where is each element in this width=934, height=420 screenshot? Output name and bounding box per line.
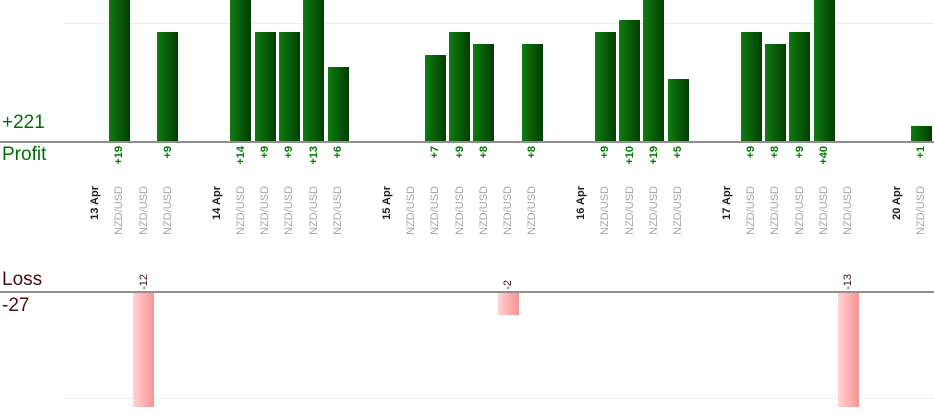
profit-value-label: +6 [332,146,344,159]
symbol-label: NZD/USD [307,186,320,235]
profit-bar [157,31,179,141]
symbol-label: NZD/USD [137,186,150,235]
symbol-label: NZD/USD [259,186,272,235]
symbol-label: NZD/USD [502,186,515,235]
profit-bar [789,31,811,141]
profit-value-label: +9 [283,146,296,159]
loss-value-label: -13 [842,274,855,290]
profit-value-label: +19 [113,146,126,165]
symbol-label: NZD/USD [672,186,685,235]
profit-value-label: +19 [647,146,660,165]
profit-value-label: +5 [672,146,685,159]
profit-value-label: +9 [793,146,806,159]
profit-axis-line [0,141,934,143]
symbol-label: NZD/USD [769,186,782,235]
profit-value-label: +7 [429,146,442,159]
symbol-label: NZD/USD [332,186,344,235]
profit-bar [327,67,349,141]
profit-total: +221 [2,112,45,133]
symbol-label: NZD/USD [404,186,417,235]
profit-bar [424,55,446,141]
loss-value-label: -2 [502,280,515,290]
symbol-label: NZD/USD [283,186,296,235]
profit-value-label: +9 [599,146,612,159]
profit-value-label: +1 [915,146,928,159]
symbol-label: NZD/USD [234,186,247,235]
profit-bar [303,0,325,141]
symbol-label: NZD/USD [647,186,660,235]
profit-bar [594,31,616,141]
loss-axis-line [0,291,934,293]
profit-bar [910,126,932,141]
profit-value-label: +10 [623,146,636,165]
profit-bar [254,31,276,141]
profit-value-label: +9 [259,146,272,159]
profit-value-label: +40 [818,146,830,165]
profit-bar [619,20,641,141]
symbol-label: NZD/USD [453,186,466,235]
profit-bar [740,31,762,141]
profit-value-label: +14 [234,146,247,165]
symbol-label: NZD/USD [818,186,830,235]
profit-axis-label: Profit [2,144,47,165]
profit-value-label: +13 [307,146,320,165]
profit-bar [667,79,689,141]
profit-bar [278,31,300,141]
symbol-label: NZD/USD [599,186,612,235]
symbol-label: NZD/USD [745,186,758,235]
profit-value-label: +8 [526,146,539,159]
profit-bar [643,0,665,141]
profit-bar [230,0,252,141]
loss-bar [497,293,519,315]
loss-axis-label: Loss [2,269,43,290]
loss-total: -27 [2,295,30,316]
date-label: 16 Apr [575,186,587,220]
symbol-label: NZD/USD [113,186,126,235]
symbol-label: NZD/USD [915,186,928,235]
loss-gridline [63,398,934,399]
symbol-label: NZD/USD [429,186,442,235]
loss-bar [837,293,859,407]
profit-value-label: +9 [453,146,466,159]
date-label: 20 Apr [890,186,903,220]
date-label: 14 Apr [210,186,223,220]
symbol-label: NZD/USD [161,186,174,235]
symbol-label: NZD/USD [526,186,539,235]
symbol-label: NZD/USD [477,186,490,235]
profit-bar [108,0,130,141]
date-label: 13 Apr [89,186,101,220]
profit-value-label: +8 [477,146,490,159]
profit-bar [473,43,495,141]
symbol-label: NZD/USD [623,186,636,235]
date-label: 17 Apr [720,186,733,220]
loss-value-label: -12 [137,274,150,290]
symbol-label: NZD/USD [793,186,806,235]
date-label: 15 Apr [380,186,393,220]
profit-value-label: +9 [161,146,174,159]
profit-bar [521,43,543,141]
profit-bar [449,31,470,141]
profit-bar [813,0,835,141]
loss-bar [133,293,155,407]
profit-value-label: +8 [769,146,782,159]
profit-value-label: +9 [745,146,758,159]
symbol-label: NZD/USD [842,186,855,235]
profit-bar [764,43,786,141]
profit-gridline [63,23,934,24]
